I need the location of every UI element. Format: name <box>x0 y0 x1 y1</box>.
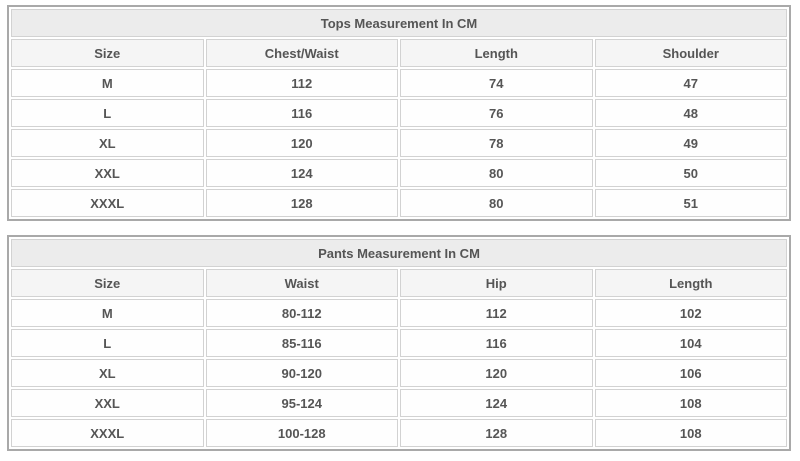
table-cell: 80-112 <box>205 299 398 327</box>
table-cell: 106 <box>594 359 787 387</box>
pants-measurement-table: Pants Measurement In CM Size Waist Hip Lengt… <box>7 235 791 451</box>
table-row: XL 90-120 120 106 <box>11 359 787 387</box>
table-cell: 49 <box>594 129 787 157</box>
table-row: L 116 76 48 <box>11 99 787 127</box>
table-cell: 47 <box>594 69 787 97</box>
table-cell: 108 <box>594 419 787 447</box>
table-cell: 128 <box>205 189 398 217</box>
table-cell: 108 <box>594 389 787 417</box>
table-cell: 100-128 <box>205 419 398 447</box>
column-header: Size <box>11 269 204 297</box>
column-header: Waist <box>205 269 398 297</box>
table-cell: 102 <box>594 299 787 327</box>
table-title: Tops Measurement In CM <box>11 9 787 37</box>
table-cell: XL <box>11 359 204 387</box>
table-cell: XXL <box>11 159 204 187</box>
table-cell: 51 <box>594 189 787 217</box>
table-cell: 112 <box>400 299 593 327</box>
table-row: M 112 74 47 <box>11 69 787 97</box>
table-row: XL 120 78 49 <box>11 129 787 157</box>
table-cell: 90-120 <box>205 359 398 387</box>
table-cell: L <box>11 99 204 127</box>
column-header: Shoulder <box>594 39 787 67</box>
table-row: M 80-112 112 102 <box>11 299 787 327</box>
table-cell: 85-116 <box>205 329 398 357</box>
table-cell: XXL <box>11 389 204 417</box>
column-header: Length <box>594 269 787 297</box>
table-cell: 128 <box>400 419 593 447</box>
table-cell: XXXL <box>11 419 204 447</box>
table-cell: 112 <box>205 69 398 97</box>
table-cell: 95-124 <box>205 389 398 417</box>
table-cell: M <box>11 299 204 327</box>
table-row: XXXL 100-128 128 108 <box>11 419 787 447</box>
table-cell: XL <box>11 129 204 157</box>
table-title-row: Pants Measurement In CM <box>11 239 787 267</box>
table-header-row: Size Waist Hip Length <box>11 269 787 297</box>
table-cell: 124 <box>400 389 593 417</box>
table-cell: 116 <box>400 329 593 357</box>
table-cell: 104 <box>594 329 787 357</box>
table-cell: 76 <box>400 99 593 127</box>
column-header: Chest/Waist <box>205 39 398 67</box>
table-title: Pants Measurement In CM <box>11 239 787 267</box>
table-cell: 74 <box>400 69 593 97</box>
table-cell: 124 <box>205 159 398 187</box>
column-header: Size <box>11 39 204 67</box>
table-cell: 80 <box>400 189 593 217</box>
table-row: XXL 95-124 124 108 <box>11 389 787 417</box>
table-cell: 78 <box>400 129 593 157</box>
column-header: Length <box>400 39 593 67</box>
table-cell: 48 <box>594 99 787 127</box>
table-cell: XXXL <box>11 189 204 217</box>
table-header-row: Size Chest/Waist Length Shoulder <box>11 39 787 67</box>
tops-measurement-table: Tops Measurement In CM Size Chest/Waist Len… <box>7 5 791 221</box>
table-cell: 120 <box>400 359 593 387</box>
table-title-row: Tops Measurement In CM <box>11 9 787 37</box>
table-row: L 85-116 116 104 <box>11 329 787 357</box>
column-header: Hip <box>400 269 593 297</box>
table-cell: 120 <box>205 129 398 157</box>
table-cell: L <box>11 329 204 357</box>
table-cell: M <box>11 69 204 97</box>
table-cell: 80 <box>400 159 593 187</box>
table-cell: 50 <box>594 159 787 187</box>
table-row: XXXL 128 80 51 <box>11 189 787 217</box>
table-cell: 116 <box>205 99 398 127</box>
table-row: XXL 124 80 50 <box>11 159 787 187</box>
